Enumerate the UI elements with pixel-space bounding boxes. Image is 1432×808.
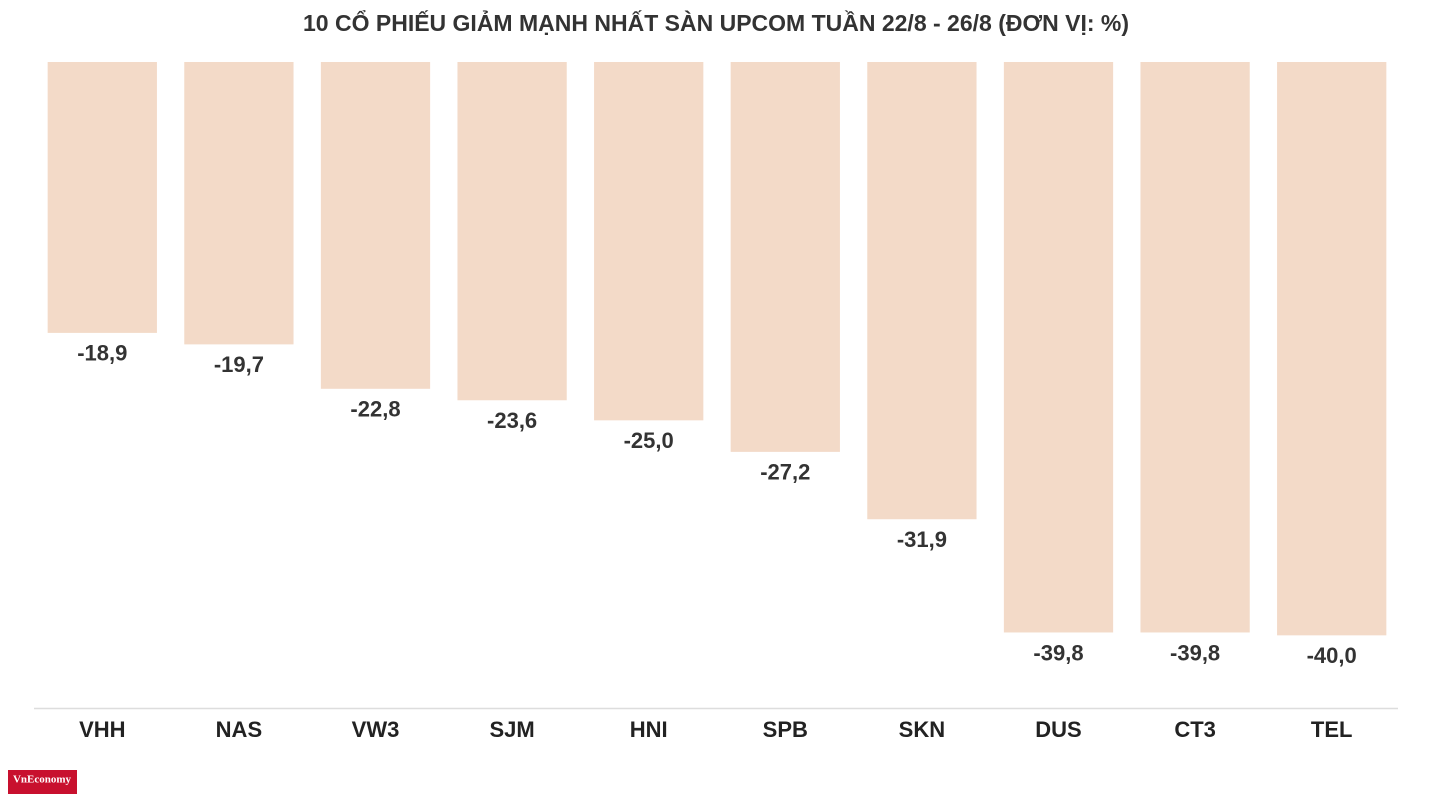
logo: VnEconomy	[13, 774, 72, 786]
value-label: -23,6	[487, 408, 537, 433]
x-tick-label: TEL	[1311, 717, 1353, 742]
x-tick-label: SPB	[763, 717, 808, 742]
logo-box	[8, 770, 77, 794]
value-label: -39,8	[1170, 640, 1220, 665]
x-tick-label: NAS	[216, 717, 262, 742]
bar	[320, 62, 431, 389]
x-tick-label: HNI	[630, 717, 668, 742]
x-tick-label: VHH	[79, 717, 125, 742]
value-label: -31,9	[897, 527, 947, 552]
x-tick-label: VW3	[352, 717, 400, 742]
x-tick-label: DUS	[1035, 717, 1081, 742]
x-tick-label: SJM	[489, 717, 534, 742]
bar	[184, 62, 294, 345]
bar	[594, 62, 704, 421]
bar	[1277, 62, 1387, 636]
bar	[730, 62, 840, 452]
bar	[1003, 62, 1114, 633]
value-label: -22,8	[350, 397, 400, 422]
value-label: -19,7	[214, 352, 264, 377]
value-label: -40,0	[1307, 643, 1357, 668]
value-label: -27,2	[760, 460, 810, 485]
chart-title: 10 CỔ PHIẾU GIẢM MẠNH NHẤT SÀN UPCOM TUẦ…	[303, 8, 1129, 36]
bar	[1140, 62, 1250, 633]
value-label: -25,0	[624, 428, 674, 453]
bar	[867, 62, 977, 520]
bar	[47, 62, 157, 333]
bar	[457, 62, 567, 401]
x-tick-label: SKN	[899, 717, 945, 742]
value-label: -39,8	[1033, 640, 1083, 665]
value-label: -18,9	[77, 341, 127, 366]
x-tick-label: CT3	[1174, 717, 1216, 742]
